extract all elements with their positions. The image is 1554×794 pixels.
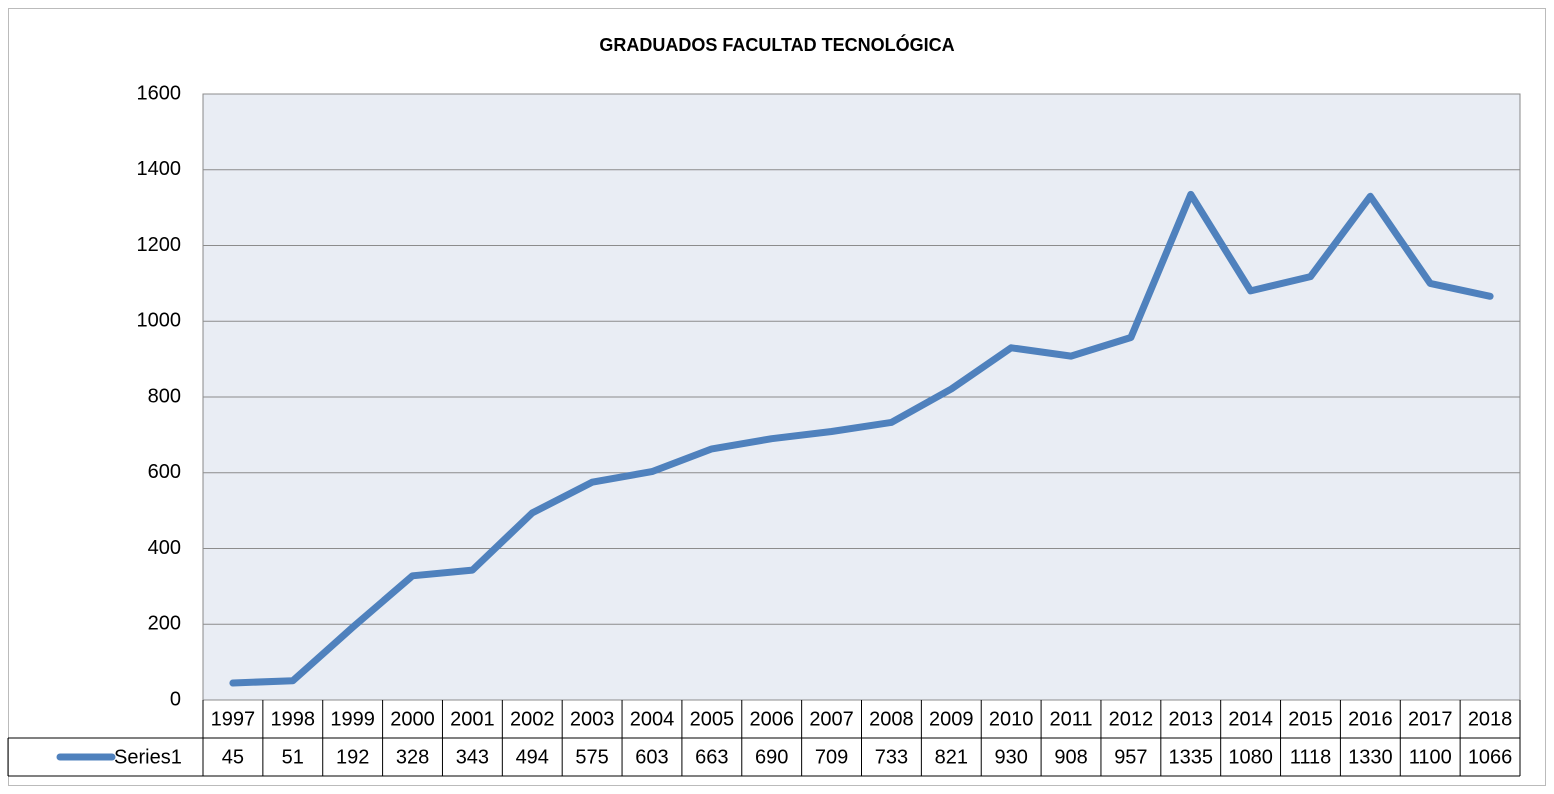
x-tick-label: 2002 xyxy=(510,708,555,730)
x-tick-label: 2011 xyxy=(1050,708,1093,730)
x-tick-label: 2016 xyxy=(1348,708,1393,730)
x-tick-label: 2012 xyxy=(1109,708,1154,730)
data-table-value: 1118 xyxy=(1290,746,1332,768)
data-table-value: 494 xyxy=(516,746,549,768)
data-table-value: 1100 xyxy=(1409,746,1452,768)
x-tick-label: 2018 xyxy=(1468,708,1513,730)
x-tick-label: 2004 xyxy=(630,708,675,730)
x-tick-label: 1998 xyxy=(271,708,316,730)
x-tick-label: 1997 xyxy=(211,708,256,730)
data-table-value: 1080 xyxy=(1228,746,1273,768)
y-tick-label: 0 xyxy=(170,688,181,710)
data-table-value: 690 xyxy=(755,746,788,768)
x-tick-label: 1999 xyxy=(330,708,375,730)
data-table-value: 1330 xyxy=(1348,746,1393,768)
x-tick-label: 2008 xyxy=(869,708,914,730)
y-tick-label: 800 xyxy=(148,385,181,407)
data-table-value: 51 xyxy=(282,746,304,768)
y-tick-label: 400 xyxy=(148,537,181,559)
x-tick-label: 2000 xyxy=(390,708,435,730)
data-table-value: 821 xyxy=(935,746,968,768)
y-tick-label: 1200 xyxy=(137,234,182,256)
legend-label: Series1 xyxy=(114,746,182,768)
x-tick-label: 2013 xyxy=(1169,708,1214,730)
y-tick-label: 1000 xyxy=(137,310,182,332)
y-tick-label: 600 xyxy=(148,461,181,483)
data-table-value: 908 xyxy=(1054,746,1087,768)
x-tick-label: 2006 xyxy=(749,708,794,730)
data-table-value: 328 xyxy=(396,746,429,768)
x-tick-label: 2014 xyxy=(1228,708,1273,730)
x-tick-label: 2007 xyxy=(809,708,854,730)
y-tick-label: 200 xyxy=(148,613,181,635)
data-table-value: 663 xyxy=(695,746,728,768)
chart-title: GRADUADOS FACULTAD TECNOLÓGICA xyxy=(599,34,954,55)
x-tick-label: 2009 xyxy=(929,708,974,730)
data-table-value: 192 xyxy=(336,746,369,768)
y-tick-label: 1400 xyxy=(137,158,182,180)
data-table-value: 1335 xyxy=(1169,746,1214,768)
data-table-value: 957 xyxy=(1114,746,1147,768)
x-tick-label: 2005 xyxy=(690,708,735,730)
x-tick-label: 2010 xyxy=(989,708,1034,730)
data-table-value: 733 xyxy=(875,746,908,768)
data-table-value: 1066 xyxy=(1468,746,1513,768)
data-table-value: 575 xyxy=(575,746,608,768)
y-tick-label: 1600 xyxy=(137,82,182,104)
data-table-value: 709 xyxy=(815,746,848,768)
x-tick-label: 2003 xyxy=(570,708,615,730)
x-tick-label: 2017 xyxy=(1408,708,1453,730)
data-table-value: 930 xyxy=(994,746,1027,768)
data-table-value: 45 xyxy=(222,746,244,768)
x-tick-label: 2015 xyxy=(1288,708,1333,730)
data-table-value: 603 xyxy=(635,746,668,768)
series-line xyxy=(229,190,1494,687)
data-table-value: 343 xyxy=(456,746,489,768)
x-tick-label: 2001 xyxy=(450,708,495,730)
